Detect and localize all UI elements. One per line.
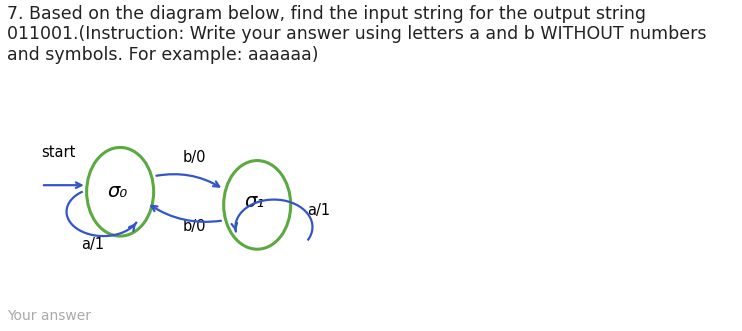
- Text: 7. Based on the diagram below, find the input string for the output string
01100: 7. Based on the diagram below, find the …: [7, 5, 707, 64]
- Ellipse shape: [223, 161, 291, 249]
- Text: b/0: b/0: [183, 150, 206, 165]
- Text: start: start: [41, 145, 76, 160]
- Text: b/0: b/0: [183, 219, 206, 234]
- Text: σ₀: σ₀: [107, 182, 127, 201]
- Text: Your answer: Your answer: [7, 309, 91, 323]
- Text: σ₁: σ₁: [244, 192, 264, 211]
- Text: a/1: a/1: [81, 237, 104, 252]
- Text: a/1: a/1: [306, 203, 329, 218]
- Ellipse shape: [87, 147, 154, 236]
